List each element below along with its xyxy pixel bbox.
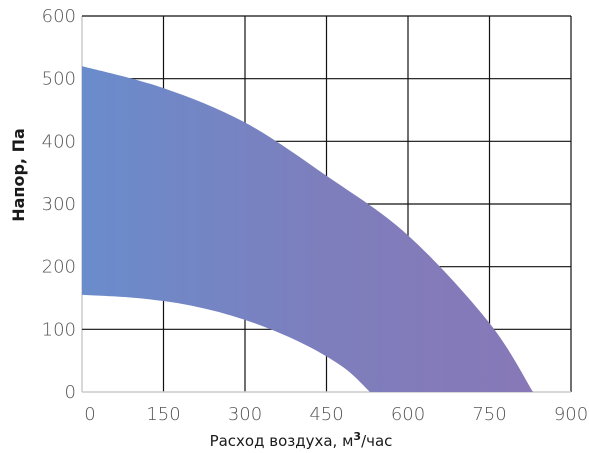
y-tick-label: 400	[42, 131, 76, 152]
x-tick-label: 0	[84, 404, 95, 425]
y-tick-label: 0	[65, 382, 76, 403]
y-tick-label: 500	[42, 69, 76, 90]
x-tick-label: 600	[391, 404, 425, 425]
y-axis-label: Напор, Па	[9, 128, 28, 222]
performance-area	[82, 66, 533, 392]
y-tick-label: 100	[42, 319, 76, 340]
y-tick-label: 200	[42, 257, 76, 278]
x-tick-label: 450	[309, 404, 343, 425]
x-tick-labels: 0 150 300 450 600 750 900	[84, 404, 588, 425]
y-tick-labels: 0 100 200 300 400 500 600	[42, 6, 76, 403]
x-axis-label: Расход воздуха, м3/час	[210, 430, 393, 450]
x-tick-label: 900	[554, 404, 588, 425]
y-tick-label: 300	[42, 194, 76, 215]
x-tick-label: 750	[472, 404, 506, 425]
y-tick-label: 600	[42, 6, 76, 27]
x-tick-label: 150	[146, 404, 180, 425]
x-tick-label: 300	[228, 404, 262, 425]
